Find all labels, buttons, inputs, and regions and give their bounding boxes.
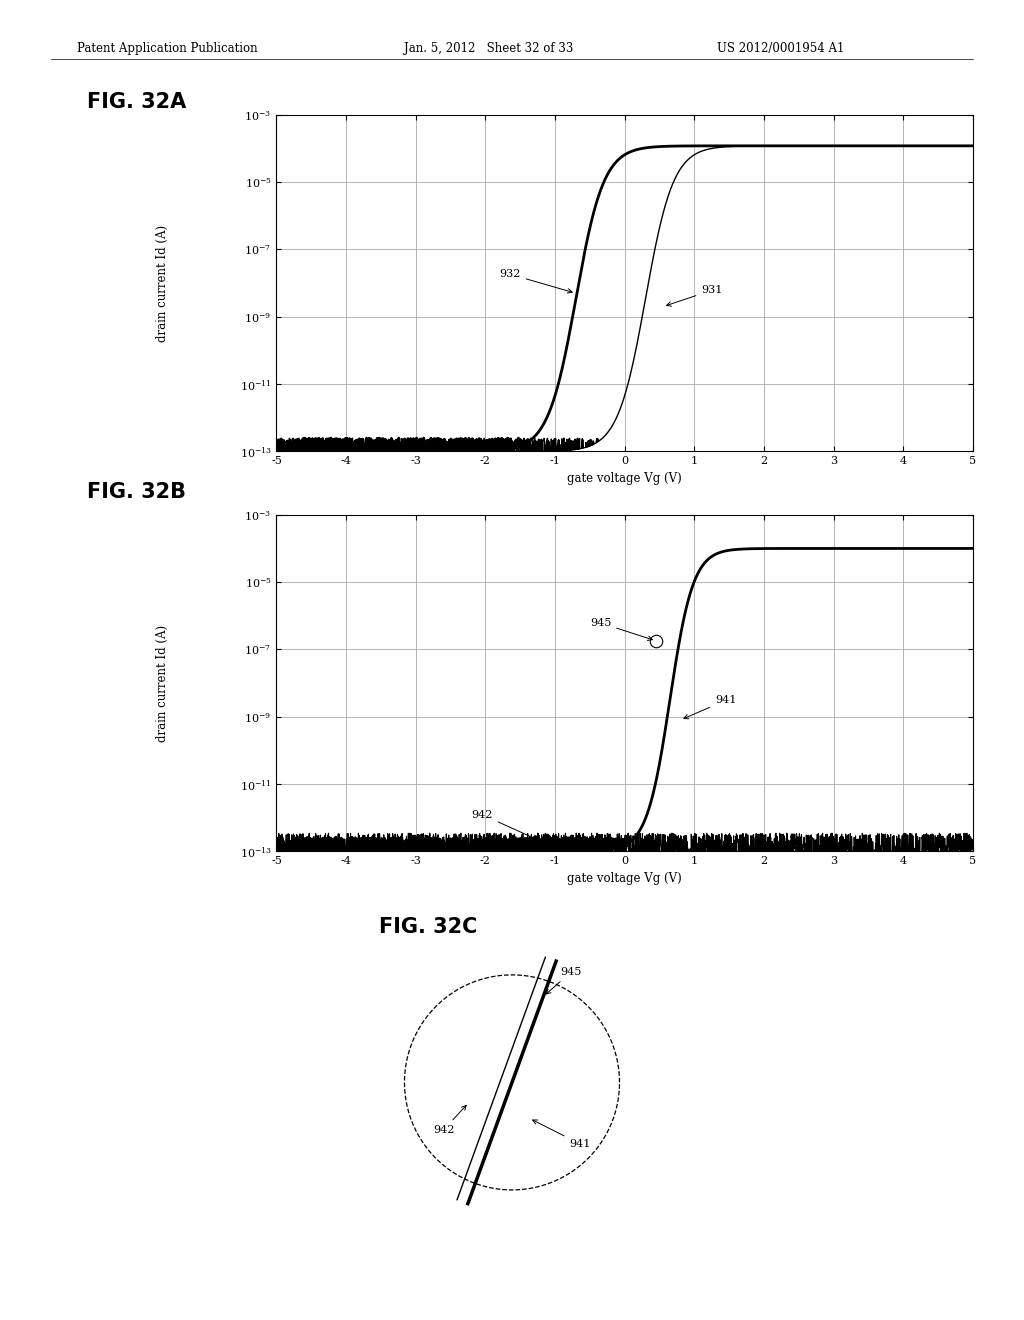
Text: FIG. 32C: FIG. 32C (379, 917, 477, 937)
Y-axis label: drain current Id (A): drain current Id (A) (156, 224, 169, 342)
Text: 941: 941 (532, 1119, 591, 1148)
Text: 941: 941 (684, 696, 736, 719)
Text: 945: 945 (590, 618, 652, 640)
Text: US 2012/0001954 A1: US 2012/0001954 A1 (717, 42, 844, 55)
Text: FIG. 32B: FIG. 32B (87, 482, 186, 502)
X-axis label: gate voltage Vg (V): gate voltage Vg (V) (567, 471, 682, 484)
Text: Patent Application Publication: Patent Application Publication (77, 42, 257, 55)
Text: Jan. 5, 2012   Sheet 32 of 33: Jan. 5, 2012 Sheet 32 of 33 (404, 42, 573, 55)
Text: 931: 931 (667, 285, 723, 306)
Text: FIG. 32A: FIG. 32A (87, 92, 186, 112)
Text: 942: 942 (433, 1105, 466, 1135)
Text: 932: 932 (500, 269, 572, 293)
Y-axis label: drain current Id (A): drain current Id (A) (156, 624, 169, 742)
X-axis label: gate voltage Vg (V): gate voltage Vg (V) (567, 871, 682, 884)
Text: 945: 945 (546, 968, 582, 994)
Text: 942: 942 (471, 809, 538, 840)
